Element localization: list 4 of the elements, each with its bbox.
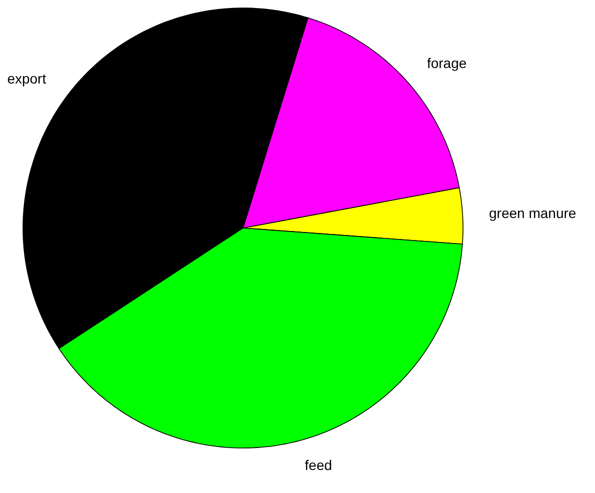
slice-label: forage bbox=[426, 54, 467, 71]
slice-label: export bbox=[7, 70, 46, 87]
slice-label: feed bbox=[304, 457, 332, 474]
slice-label: green manure bbox=[489, 205, 576, 222]
